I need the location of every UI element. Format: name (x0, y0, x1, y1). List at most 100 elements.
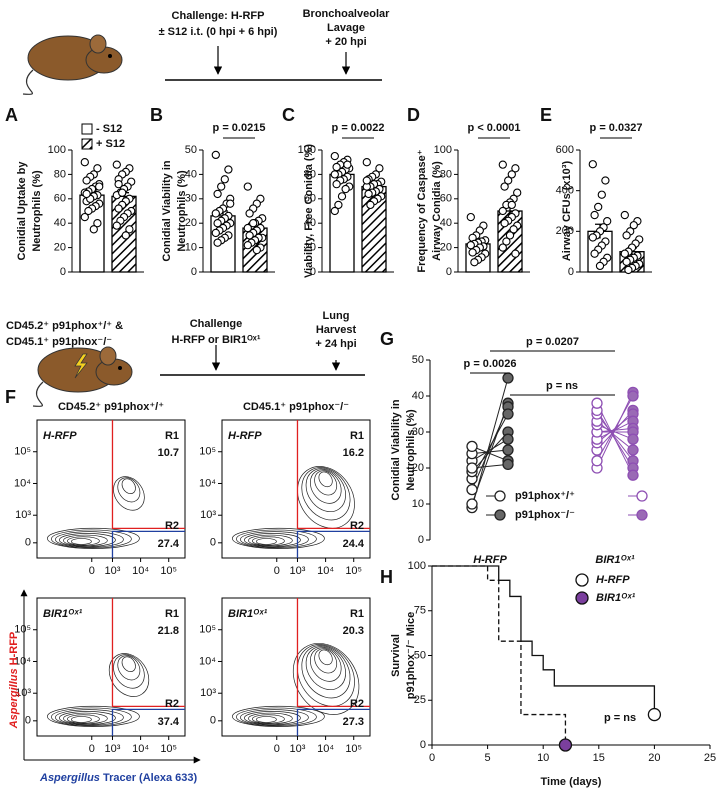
y-axis-label: Neutrophils (%) (405, 409, 417, 491)
p-value: p = ns (604, 712, 636, 724)
y-tick-label: 10⁵ (199, 446, 216, 458)
p-value: p = 0.0026 (464, 358, 517, 370)
data-point (84, 206, 93, 216)
contour (232, 705, 325, 727)
contour (55, 531, 124, 548)
contour (252, 536, 285, 546)
pair-line (596, 427, 634, 433)
contour (314, 470, 338, 496)
gate-r2 (296, 708, 370, 736)
x-tick-label: 5 (485, 752, 491, 764)
contour (236, 529, 317, 549)
pair-line (471, 438, 509, 462)
data-point (330, 170, 339, 179)
data-point (80, 158, 89, 167)
label: Challenge: H-RFP (172, 10, 265, 22)
mouse-ear (99, 346, 117, 366)
gate-name: R2 (165, 520, 179, 532)
y-tick-label: 40 (54, 217, 66, 229)
data-point (332, 180, 341, 189)
panel-letter: D (407, 105, 420, 125)
data-point (343, 160, 352, 169)
contour (236, 707, 317, 727)
label-part: Tracer (Alexa 633) (100, 772, 198, 784)
x-tick-label: 10³ (105, 743, 121, 755)
column-header: CD45.2⁺ p91phox⁺/⁺ (58, 401, 164, 413)
y-tick-label: 20 (304, 242, 316, 254)
data-point (112, 160, 121, 169)
y-tick-label: 0 (446, 266, 452, 278)
gate-value: 27.3 (343, 716, 364, 728)
y-tick-label: 10³ (200, 509, 216, 521)
survival-curve (432, 565, 656, 715)
gate-name: R1 (165, 430, 179, 442)
contour (108, 653, 150, 697)
data-point (224, 165, 233, 174)
panel-letter: G (380, 329, 394, 349)
row-label: H-RFP (228, 430, 262, 442)
data-point (243, 182, 252, 191)
y-tick-label: 30 (412, 426, 424, 438)
data-point (466, 498, 478, 510)
y-tick-label: 10 (185, 242, 197, 254)
data-point (502, 458, 514, 471)
data-point (590, 210, 599, 220)
contour (71, 716, 92, 723)
x-tick-label: 0 (274, 565, 280, 577)
label-part: Aspergillus (8, 668, 20, 729)
pair-line (471, 463, 509, 469)
data-point (245, 209, 254, 218)
gate-name: R2 (165, 698, 179, 710)
data-point (82, 189, 91, 199)
contour (55, 709, 124, 726)
data-point (125, 225, 134, 234)
gate-name: R2 (350, 520, 364, 532)
y-tick-label: 20 (185, 217, 197, 229)
contour (121, 656, 136, 672)
p-value: p = 0.0327 (590, 122, 643, 134)
contour (240, 531, 309, 548)
data-point (337, 192, 347, 201)
data-point (588, 160, 597, 169)
panel-letter: E (540, 105, 552, 125)
data-point (502, 408, 514, 420)
panel-letter: F (5, 387, 16, 407)
data-point (502, 444, 514, 456)
y-tick-label: 10³ (200, 687, 216, 699)
data-point (211, 150, 220, 160)
panel-letter: C (282, 105, 295, 125)
data-point (594, 202, 603, 212)
y-axis-label: Aspergillus H-RFP (8, 632, 20, 730)
gate-r1 (296, 420, 370, 530)
pair-line (471, 449, 509, 455)
gate-value: 16.2 (343, 447, 364, 459)
y-tick-label: 50 (185, 144, 197, 156)
end-marker (558, 738, 573, 752)
data-point (509, 225, 518, 234)
label: ± S12 i.t. (0 hpi + 6 hpi) (159, 26, 278, 38)
data-point (507, 170, 516, 179)
data-point (591, 455, 603, 467)
data-point (226, 199, 235, 208)
contour (244, 532, 301, 547)
data-point (220, 175, 229, 184)
data-point (362, 158, 371, 167)
p-value: p = ns (546, 380, 578, 392)
data-point (620, 249, 629, 258)
y-axis-label: Airway Conidia (%) (431, 161, 443, 261)
data-point (211, 228, 220, 238)
pair-line (596, 402, 634, 476)
panel-letter: A (5, 105, 18, 125)
contour (244, 710, 301, 725)
y-tick-label: 0 (310, 266, 316, 278)
mouse-head (95, 358, 133, 386)
data-point (121, 231, 130, 240)
label: Lung (323, 310, 350, 322)
label: H-RFP or BIR1ᴼˣ¹ (172, 334, 261, 346)
y-axis-label: Airway CFUs (x10³) (561, 161, 573, 262)
contour (117, 477, 141, 503)
data-point (622, 231, 631, 240)
y-axis-label: Survival (390, 634, 402, 677)
mouse-head (85, 46, 123, 74)
contour (301, 645, 351, 699)
